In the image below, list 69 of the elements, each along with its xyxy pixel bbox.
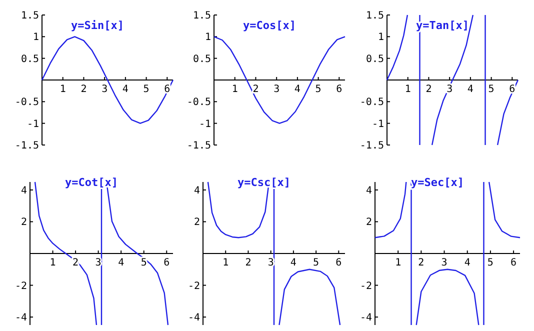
y-tick-label: 2 [20,217,27,228]
y-tick-label: 1 [204,32,211,44]
chart-title: y=Csc[x] [238,176,290,189]
chart-title: y=Sec[x] [411,176,464,189]
x-tick-label: 4 [464,258,470,268]
y-tick-label: -4 [188,312,200,324]
x-tick-label: 2 [252,84,259,95]
y-tick-label: 0.5 [366,54,384,65]
y-tick-label: 1 [378,32,384,44]
x-tick-label: 5 [140,258,147,268]
x-tick-label: 5 [487,258,494,268]
line-series [213,36,346,124]
y-tick-label: -1.5 [14,140,39,152]
y-tick-label: -1 [198,118,211,130]
y-tick-label: 1.5 [366,10,384,22]
x-tick-label: 5 [313,258,320,268]
y-tick-label: 1 [32,32,39,44]
x-tick-label: 1 [395,258,402,268]
y-tick-label: 0.5 [192,54,211,65]
y-tick-label: -0.5 [14,97,39,108]
y-tick-label: -2 [360,280,372,292]
x-tick-label: 4 [294,84,300,95]
x-tick-label: 1 [60,84,66,95]
x-tick-label: 2 [418,258,424,268]
chart-title: y=Cos[x] [243,19,296,32]
x-tick-label: 4 [290,258,296,268]
x-tick-label: 6 [336,84,342,95]
y-tick-label: -2 [14,280,27,292]
x-tick-label: 4 [467,84,474,95]
x-tick-label: 2 [80,84,87,95]
chart-title: y=Sin[x] [71,19,124,32]
x-tick-label: 4 [118,258,124,268]
y-tick-label: -1.5 [186,140,211,152]
y-tick-label: 2 [366,217,372,228]
y-tick-label: 1.5 [192,10,211,22]
x-tick-label: 1 [50,258,56,268]
y-tick-label: -1 [372,118,384,130]
x-tick-label: 5 [315,84,322,95]
y-tick-label: -0.5 [360,97,384,108]
x-tick-label: 1 [222,258,229,268]
x-tick-label: 3 [274,84,280,95]
x-tick-label: 2 [245,258,252,268]
x-tick-label: 6 [336,258,342,268]
x-tick-label: 4 [122,84,128,95]
x-tick-label: 2 [426,84,432,95]
x-tick-label: 3 [102,84,108,95]
y-tick-label: -0.5 [186,97,211,108]
y-tick-label: -4 [14,312,27,324]
x-tick-label: 1 [404,84,411,95]
x-tick-label: 3 [268,258,274,268]
x-tick-label: 5 [488,84,494,95]
y-tick-label: -2 [188,280,200,292]
y-tick-label: -4 [360,312,372,324]
x-tick-label: 5 [143,84,150,95]
y-tick-label: -1 [26,118,39,130]
y-tick-label: 0.5 [20,54,39,65]
x-tick-label: 6 [164,258,170,268]
y-tick-label: 4 [20,185,27,196]
line-series [41,36,174,124]
x-tick-label: 1 [232,84,238,95]
x-tick-label: 3 [95,258,102,268]
chart-title: y=Cot[x] [65,176,118,189]
y-tick-label: 4 [366,185,372,196]
y-tick-label: 1.5 [20,10,39,22]
y-tick-label: 4 [194,185,200,196]
x-tick-label: 6 [510,258,517,268]
x-tick-label: 3 [441,258,448,268]
y-tick-label: 2 [194,217,200,228]
y-tick-label: -1.5 [360,140,384,152]
